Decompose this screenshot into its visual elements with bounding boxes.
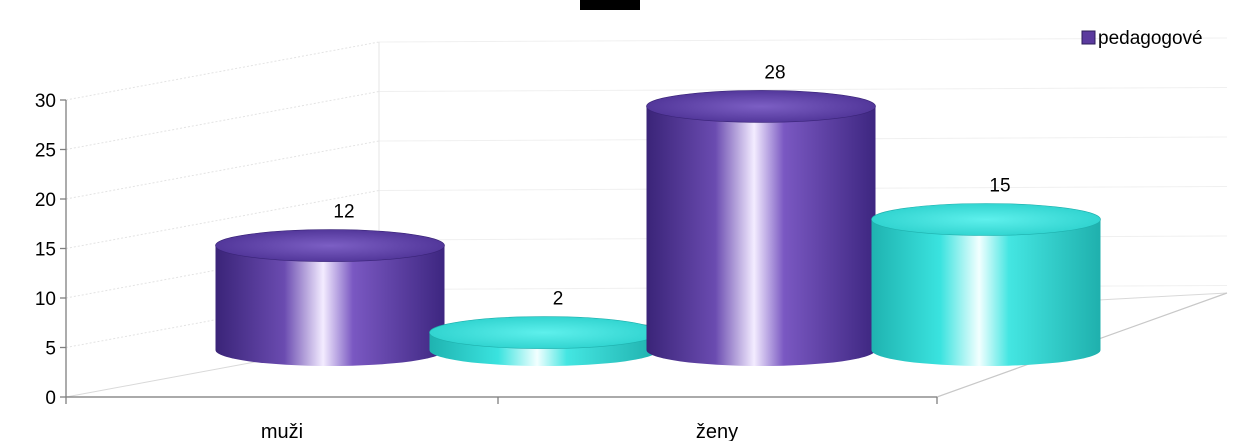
cylinder-top bbox=[646, 90, 876, 123]
cylinder-bar bbox=[215, 229, 445, 366]
x-category-label: muži bbox=[261, 421, 303, 441]
legend-swatch-pedagogove bbox=[1081, 30, 1096, 45]
y-tick-label: 15 bbox=[35, 240, 56, 261]
chart-title-fragment bbox=[580, 0, 640, 10]
gridline-diagonal bbox=[65, 140, 380, 200]
y-tick-label: 5 bbox=[45, 339, 56, 360]
y-tick-label: 25 bbox=[35, 141, 56, 162]
data-label: 2 bbox=[553, 289, 564, 310]
bars bbox=[215, 90, 1101, 367]
cylinder-bar bbox=[646, 90, 876, 367]
data-labels: 12 2 28 15 bbox=[333, 62, 1010, 309]
x-category-label: ženy bbox=[696, 421, 738, 441]
cylinder-body bbox=[871, 219, 1101, 366]
cylinder-body bbox=[215, 245, 445, 366]
legend-label-pedagogove: pedagogové bbox=[1098, 28, 1203, 49]
y-tick-label: 0 bbox=[45, 388, 56, 409]
y-tick-label: 20 bbox=[35, 190, 56, 211]
gridline-back bbox=[378, 87, 1228, 92]
gridline-diagonal bbox=[65, 91, 380, 150]
data-label: 12 bbox=[333, 202, 354, 223]
y-tick-label: 30 bbox=[35, 91, 56, 112]
cylinder-body bbox=[646, 106, 876, 367]
gridline-diagonal bbox=[65, 41, 380, 101]
y-tick-label: 10 bbox=[35, 289, 56, 310]
legend: pedagogové bbox=[1081, 28, 1203, 49]
cylinder-top bbox=[215, 229, 445, 262]
y-axis: 0 5 10 15 20 25 30 bbox=[35, 91, 67, 409]
data-label: 28 bbox=[764, 62, 785, 83]
x-axis: muži ženy bbox=[65, 396, 938, 441]
gridline-diagonal bbox=[65, 190, 380, 249]
data-label: 15 bbox=[989, 176, 1010, 197]
cylinder-bar bbox=[429, 316, 659, 366]
cylinder-top bbox=[429, 316, 659, 349]
cylinder-top bbox=[871, 203, 1101, 236]
cylinder-bar bbox=[871, 203, 1101, 366]
